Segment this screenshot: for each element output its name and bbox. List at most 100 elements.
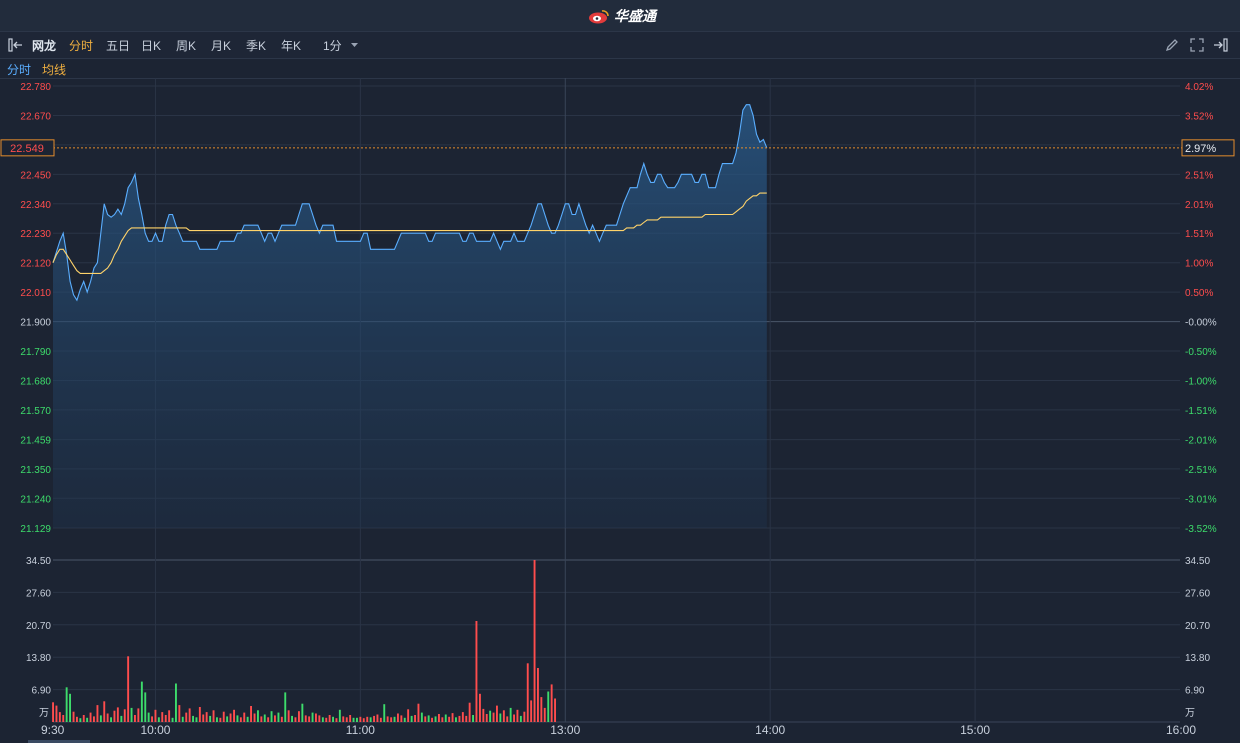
volume-bar (523, 711, 526, 722)
volume-bar (280, 716, 283, 722)
volume-bar (390, 717, 393, 722)
volume-bar (506, 716, 509, 722)
volume-bar (113, 710, 116, 722)
chevron-down-icon[interactable] (350, 42, 359, 48)
volume-bar (393, 716, 396, 722)
tab-day-k[interactable]: 日K (141, 39, 162, 53)
volume-bar (526, 663, 529, 722)
stock-name: 网龙 (32, 39, 57, 53)
tab-week-k[interactable]: 周K (176, 39, 197, 53)
pct-tick-label: 0.50% (1185, 288, 1213, 299)
interval-select[interactable]: 1分 (323, 39, 342, 53)
pct-tick-label: -3.01% (1185, 494, 1217, 505)
volume-bar (420, 712, 423, 722)
volume-bar (62, 715, 65, 722)
volume-bar (236, 715, 239, 722)
tab-time-share[interactable]: 分时 (69, 39, 94, 53)
volume-bar (86, 717, 89, 722)
current-pct-label: 2.97% (1185, 143, 1216, 155)
pencil-icon[interactable] (1165, 38, 1179, 52)
legend-time-share: 分时 (7, 63, 32, 77)
volume-bar (383, 704, 386, 722)
volume-bar (243, 712, 246, 722)
pct-tick-label: 1.00% (1185, 259, 1213, 270)
price-tick-label: 22.010 (20, 288, 51, 299)
volume-bar (89, 712, 92, 722)
volume-tick-label-right: 20.70 (1185, 621, 1210, 632)
volume-bar (485, 714, 488, 722)
average-line (52, 192, 767, 274)
price-area (53, 104, 767, 528)
volume-bar (130, 707, 133, 722)
weibo-logo-icon (589, 10, 609, 24)
volume-tick-label-right: 13.80 (1185, 653, 1210, 664)
volume-tick-label-right: 27.60 (1185, 588, 1210, 599)
time-tick-label: 10:00 (140, 723, 170, 737)
brand: 华盛通 (588, 6, 656, 26)
volume-bar (257, 710, 259, 722)
volume-tick-label-left: 13.80 (26, 653, 51, 664)
volume-tick-label-left: 27.60 (26, 588, 51, 599)
volume-bar (253, 713, 256, 722)
volume-bar (123, 709, 126, 722)
volume-bar (144, 692, 147, 722)
volume-bar (410, 715, 413, 722)
fullscreen-icon[interactable] (1190, 38, 1204, 52)
volume-bar (321, 717, 324, 722)
pct-tick-label: 2.51% (1185, 170, 1213, 181)
volume-bar (291, 715, 293, 722)
volume-bar (335, 718, 338, 722)
tab-month-k[interactable]: 月K (211, 39, 232, 53)
volume-bar (489, 710, 492, 722)
volume-bar (465, 715, 468, 722)
price-tick-label: 22.450 (20, 170, 51, 181)
volume-bar (233, 709, 235, 722)
volume-bar (373, 715, 375, 722)
volume-bar (260, 716, 263, 722)
volume-bar (202, 714, 205, 722)
tab-quarter-k[interactable]: 季K (246, 39, 267, 53)
volume-bar (345, 717, 348, 722)
volume-bar (458, 715, 461, 722)
price-tick-label: 21.240 (20, 494, 51, 505)
volume-bar (79, 718, 82, 722)
price-tick-label: 21.680 (20, 376, 51, 387)
volume-bar (93, 716, 95, 722)
volume-bar (216, 717, 218, 722)
volume-unit-right: 万 (1185, 708, 1195, 719)
pct-tick-label: 2.01% (1185, 200, 1213, 211)
volume-bar (444, 714, 447, 722)
volume-bar (304, 715, 307, 722)
volume-bar (103, 701, 106, 722)
price-tick-label: 22.230 (20, 229, 51, 240)
volume-bar (116, 707, 119, 722)
volume-bar (229, 713, 232, 722)
volume-bar (427, 715, 430, 722)
pct-tick-label: -0.50% (1185, 347, 1217, 358)
volume-bar (479, 693, 481, 722)
volume-bar (438, 714, 440, 722)
volume-bar (147, 712, 150, 722)
tab-year-k[interactable]: 年K (281, 39, 302, 53)
volume-bar (178, 705, 181, 722)
price-tick-label: 21.570 (20, 406, 51, 417)
time-tick-label: 13:00 (550, 723, 580, 737)
volume-bar (222, 711, 225, 722)
volume-bar (99, 715, 102, 722)
tab-five-day[interactable]: 五日 (106, 39, 131, 53)
volume-bar (338, 709, 341, 722)
time-tick-label: 9:30 (41, 723, 65, 737)
volume-tick-label-left: 6.90 (32, 686, 52, 697)
volume-bar (533, 560, 536, 722)
collapse-left-icon[interactable] (8, 38, 24, 52)
volume-bar (69, 693, 71, 722)
volume-bar (65, 687, 68, 722)
time-tick-label: 15:00 (960, 723, 990, 737)
volume-bar (181, 716, 184, 722)
volume-bar (550, 684, 553, 722)
volume-bar (519, 715, 522, 722)
collapse-right-icon[interactable] (1212, 38, 1228, 52)
volume-bar (376, 714, 379, 722)
volume-bar (151, 716, 153, 722)
